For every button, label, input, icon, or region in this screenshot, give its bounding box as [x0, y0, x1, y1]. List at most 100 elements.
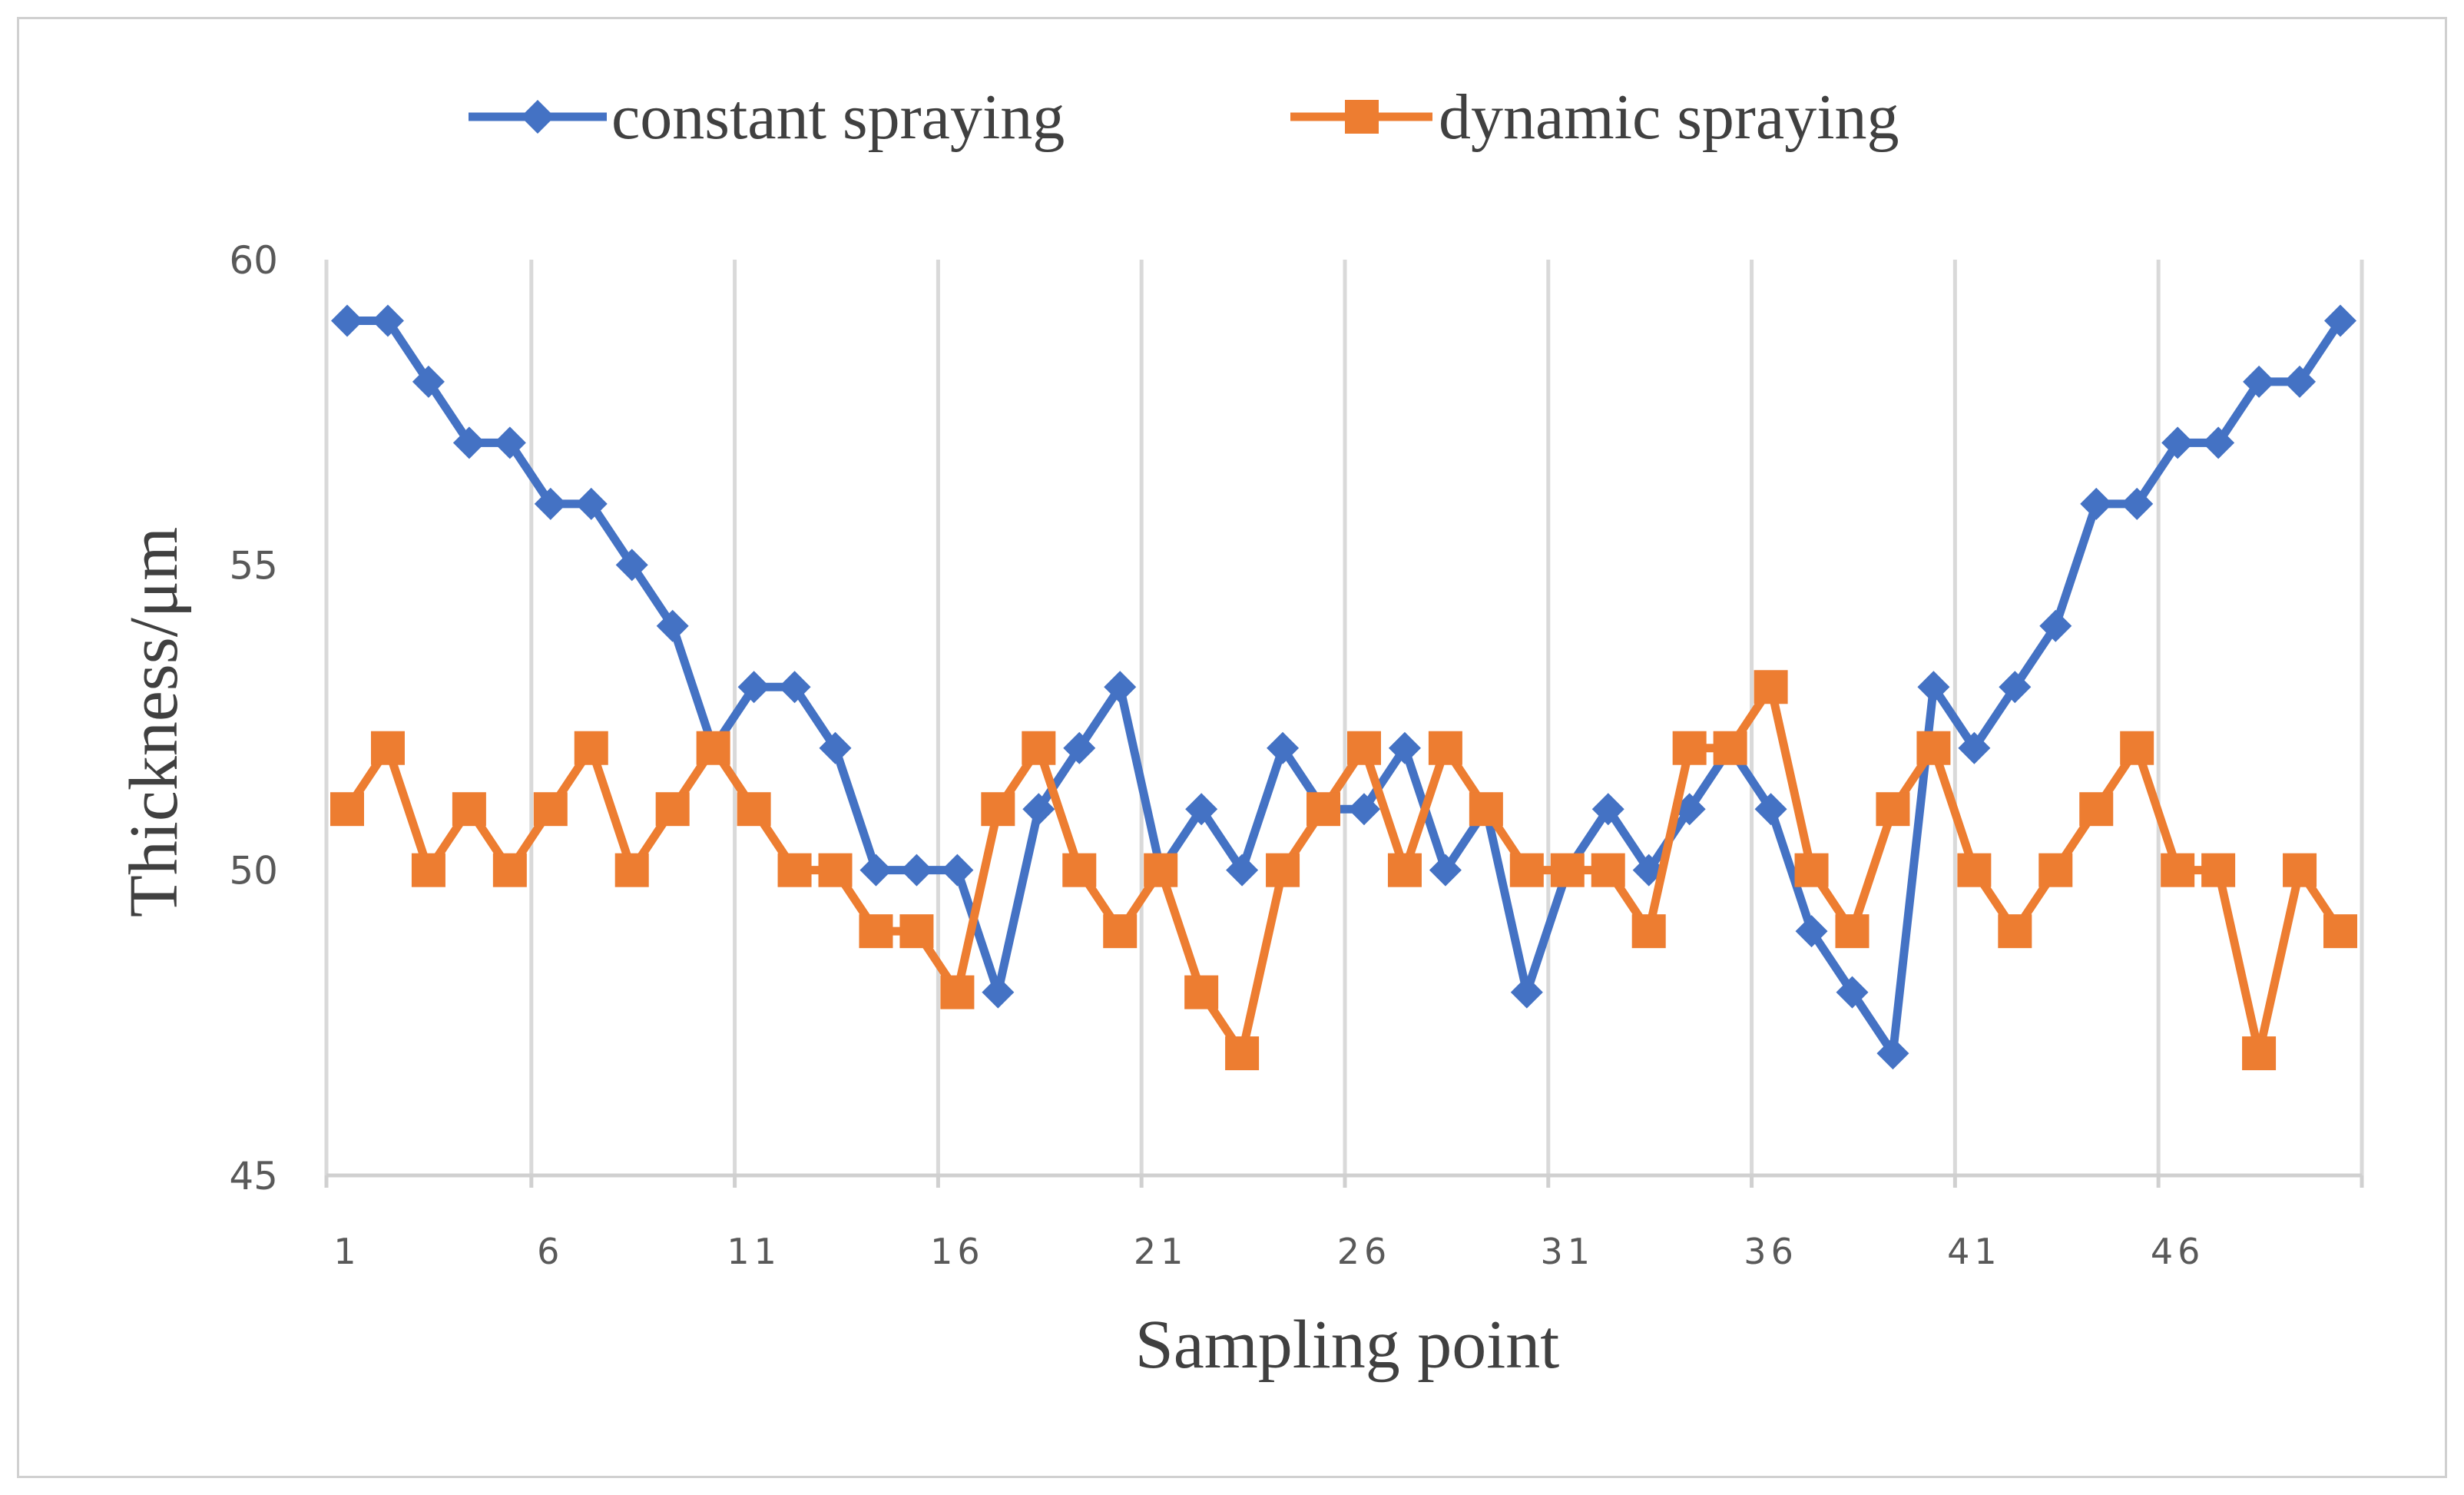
data-point-dynamic-spraying-16 — [940, 975, 975, 1009]
data-point-constant-spraying-13 — [819, 731, 852, 764]
data-point-constant-spraying-45 — [2121, 487, 2154, 520]
y-tick-labels: 45 50 55 60 — [229, 238, 278, 1198]
legend: constant spraying dynamic spraying — [469, 81, 1899, 153]
data-point-constant-spraying-18 — [1022, 793, 1055, 826]
data-point-constant-spraying-32 — [1591, 793, 1624, 826]
legend-item-dynamic-spraying: dynamic spraying — [1290, 81, 1899, 153]
data-point-constant-spraying-42 — [1999, 671, 2032, 704]
data-point-dynamic-spraying-33 — [1631, 914, 1666, 949]
data-point-constant-spraying-44 — [2080, 487, 2113, 520]
data-point-dynamic-spraying-32 — [1591, 853, 1625, 887]
data-point-dynamic-spraying-44 — [2079, 792, 2114, 827]
data-point-constant-spraying-39 — [1876, 1037, 1909, 1070]
data-point-dynamic-spraying-14 — [859, 914, 893, 949]
series — [330, 304, 2357, 1071]
data-point-constant-spraying-23 — [1226, 854, 1259, 887]
data-point-dynamic-spraying-3 — [411, 853, 445, 887]
legend-item-constant-spraying: constant spraying — [469, 81, 1065, 153]
data-point-constant-spraying-17 — [982, 976, 1015, 1009]
data-point-constant-spraying-26 — [1347, 793, 1380, 826]
data-point-dynamic-spraying-39 — [1876, 792, 1910, 827]
data-point-dynamic-spraying-45 — [2120, 731, 2154, 765]
data-point-constant-spraying-8 — [615, 549, 648, 582]
x-tick-label-26: 26 — [1337, 1231, 1392, 1272]
data-point-dynamic-spraying-15 — [899, 914, 934, 949]
data-point-dynamic-spraying-43 — [2038, 853, 2073, 887]
data-point-dynamic-spraying-38 — [1835, 914, 1870, 949]
data-point-constant-spraying-14 — [859, 854, 893, 887]
data-point-constant-spraying-24 — [1267, 731, 1300, 764]
data-point-dynamic-spraying-8 — [614, 853, 649, 887]
data-point-dynamic-spraying-29 — [1469, 792, 1503, 827]
data-point-constant-spraying-40 — [1917, 671, 1950, 704]
data-point-constant-spraying-9 — [656, 609, 689, 642]
data-point-dynamic-spraying-12 — [777, 853, 812, 887]
data-point-constant-spraying-7 — [575, 487, 608, 520]
data-point-dynamic-spraying-2 — [370, 731, 405, 765]
series-line-constant-spraying — [347, 316, 2344, 1058]
legend-label-dynamic: dynamic spraying — [1439, 81, 1899, 153]
data-point-dynamic-spraying-46 — [2161, 853, 2195, 887]
data-point-dynamic-spraying-28 — [1428, 731, 1462, 765]
data-point-constant-spraying-43 — [2039, 609, 2072, 642]
data-point-constant-spraying-20 — [1104, 671, 1137, 704]
y-tick-label-45: 45 — [229, 1154, 278, 1198]
data-point-dynamic-spraying-10 — [696, 731, 730, 765]
data-point-constant-spraying-50 — [2324, 304, 2356, 337]
data-point-dynamic-spraying-1 — [330, 792, 364, 827]
data-point-constant-spraying-37 — [1795, 915, 1828, 948]
x-tick-label-6: 6 — [537, 1231, 564, 1272]
data-point-dynamic-spraying-37 — [1794, 853, 1829, 887]
data-point-dynamic-spraying-18 — [1022, 731, 1056, 765]
data-point-dynamic-spraying-40 — [1916, 731, 1951, 765]
data-point-dynamic-spraying-30 — [1509, 853, 1544, 887]
data-point-dynamic-spraying-47 — [2201, 853, 2236, 887]
data-point-dynamic-spraying-23 — [1225, 1036, 1260, 1071]
data-point-dynamic-spraying-34 — [1672, 731, 1707, 765]
x-tick-label-16: 16 — [930, 1231, 985, 1272]
data-point-constant-spraying-36 — [1754, 793, 1787, 826]
x-tick-labels: 1 6 11 16 21 26 31 36 41 46 — [333, 1231, 2205, 1272]
data-point-dynamic-spraying-19 — [1062, 853, 1097, 887]
data-point-dynamic-spraying-48 — [2242, 1036, 2277, 1071]
data-point-dynamic-spraying-50 — [2323, 914, 2357, 949]
data-point-constant-spraying-15 — [900, 854, 933, 887]
x-axis-title: Sampling point — [1135, 1307, 1560, 1383]
x-tick-label-31: 31 — [1541, 1231, 1595, 1272]
data-point-constant-spraying-38 — [1836, 976, 1869, 1009]
data-point-dynamic-spraying-26 — [1346, 731, 1381, 765]
data-point-dynamic-spraying-27 — [1387, 853, 1422, 887]
data-point-constant-spraying-1 — [331, 304, 363, 337]
data-point-constant-spraying-11 — [737, 671, 770, 704]
data-point-dynamic-spraying-20 — [1103, 914, 1138, 949]
data-point-constant-spraying-48 — [2243, 365, 2276, 398]
y-axis-title: Thickness/μm — [116, 527, 192, 917]
data-point-constant-spraying-28 — [1429, 854, 1462, 887]
data-point-dynamic-spraying-13 — [818, 853, 853, 887]
series-dynamic-spraying — [330, 670, 2357, 1071]
data-point-dynamic-spraying-24 — [1266, 853, 1300, 887]
chart-frame — [17, 17, 2447, 1478]
data-point-dynamic-spraying-11 — [737, 792, 771, 827]
y-tick-label-55: 55 — [229, 543, 278, 588]
legend-marker-square — [1345, 100, 1379, 134]
data-point-dynamic-spraying-31 — [1550, 853, 1585, 887]
data-point-constant-spraying-22 — [1185, 793, 1218, 826]
data-point-constant-spraying-49 — [2284, 365, 2317, 398]
data-point-constant-spraying-19 — [1063, 731, 1096, 764]
data-point-dynamic-spraying-21 — [1144, 853, 1178, 887]
x-tick-label-41: 41 — [1947, 1231, 2002, 1272]
grid — [324, 260, 2364, 1188]
data-point-dynamic-spraying-35 — [1713, 731, 1747, 765]
data-point-dynamic-spraying-41 — [1957, 853, 1992, 887]
data-point-dynamic-spraying-17 — [981, 792, 1015, 827]
data-point-dynamic-spraying-9 — [655, 792, 690, 827]
data-point-constant-spraying-16 — [941, 854, 974, 887]
x-tick-label-46: 46 — [2151, 1231, 2205, 1272]
legend-label-constant: constant spraying — [611, 81, 1065, 153]
data-point-dynamic-spraying-22 — [1184, 975, 1219, 1009]
data-point-constant-spraying-46 — [2161, 426, 2194, 459]
data-point-dynamic-spraying-5 — [492, 853, 527, 887]
data-point-constant-spraying-12 — [778, 671, 811, 704]
